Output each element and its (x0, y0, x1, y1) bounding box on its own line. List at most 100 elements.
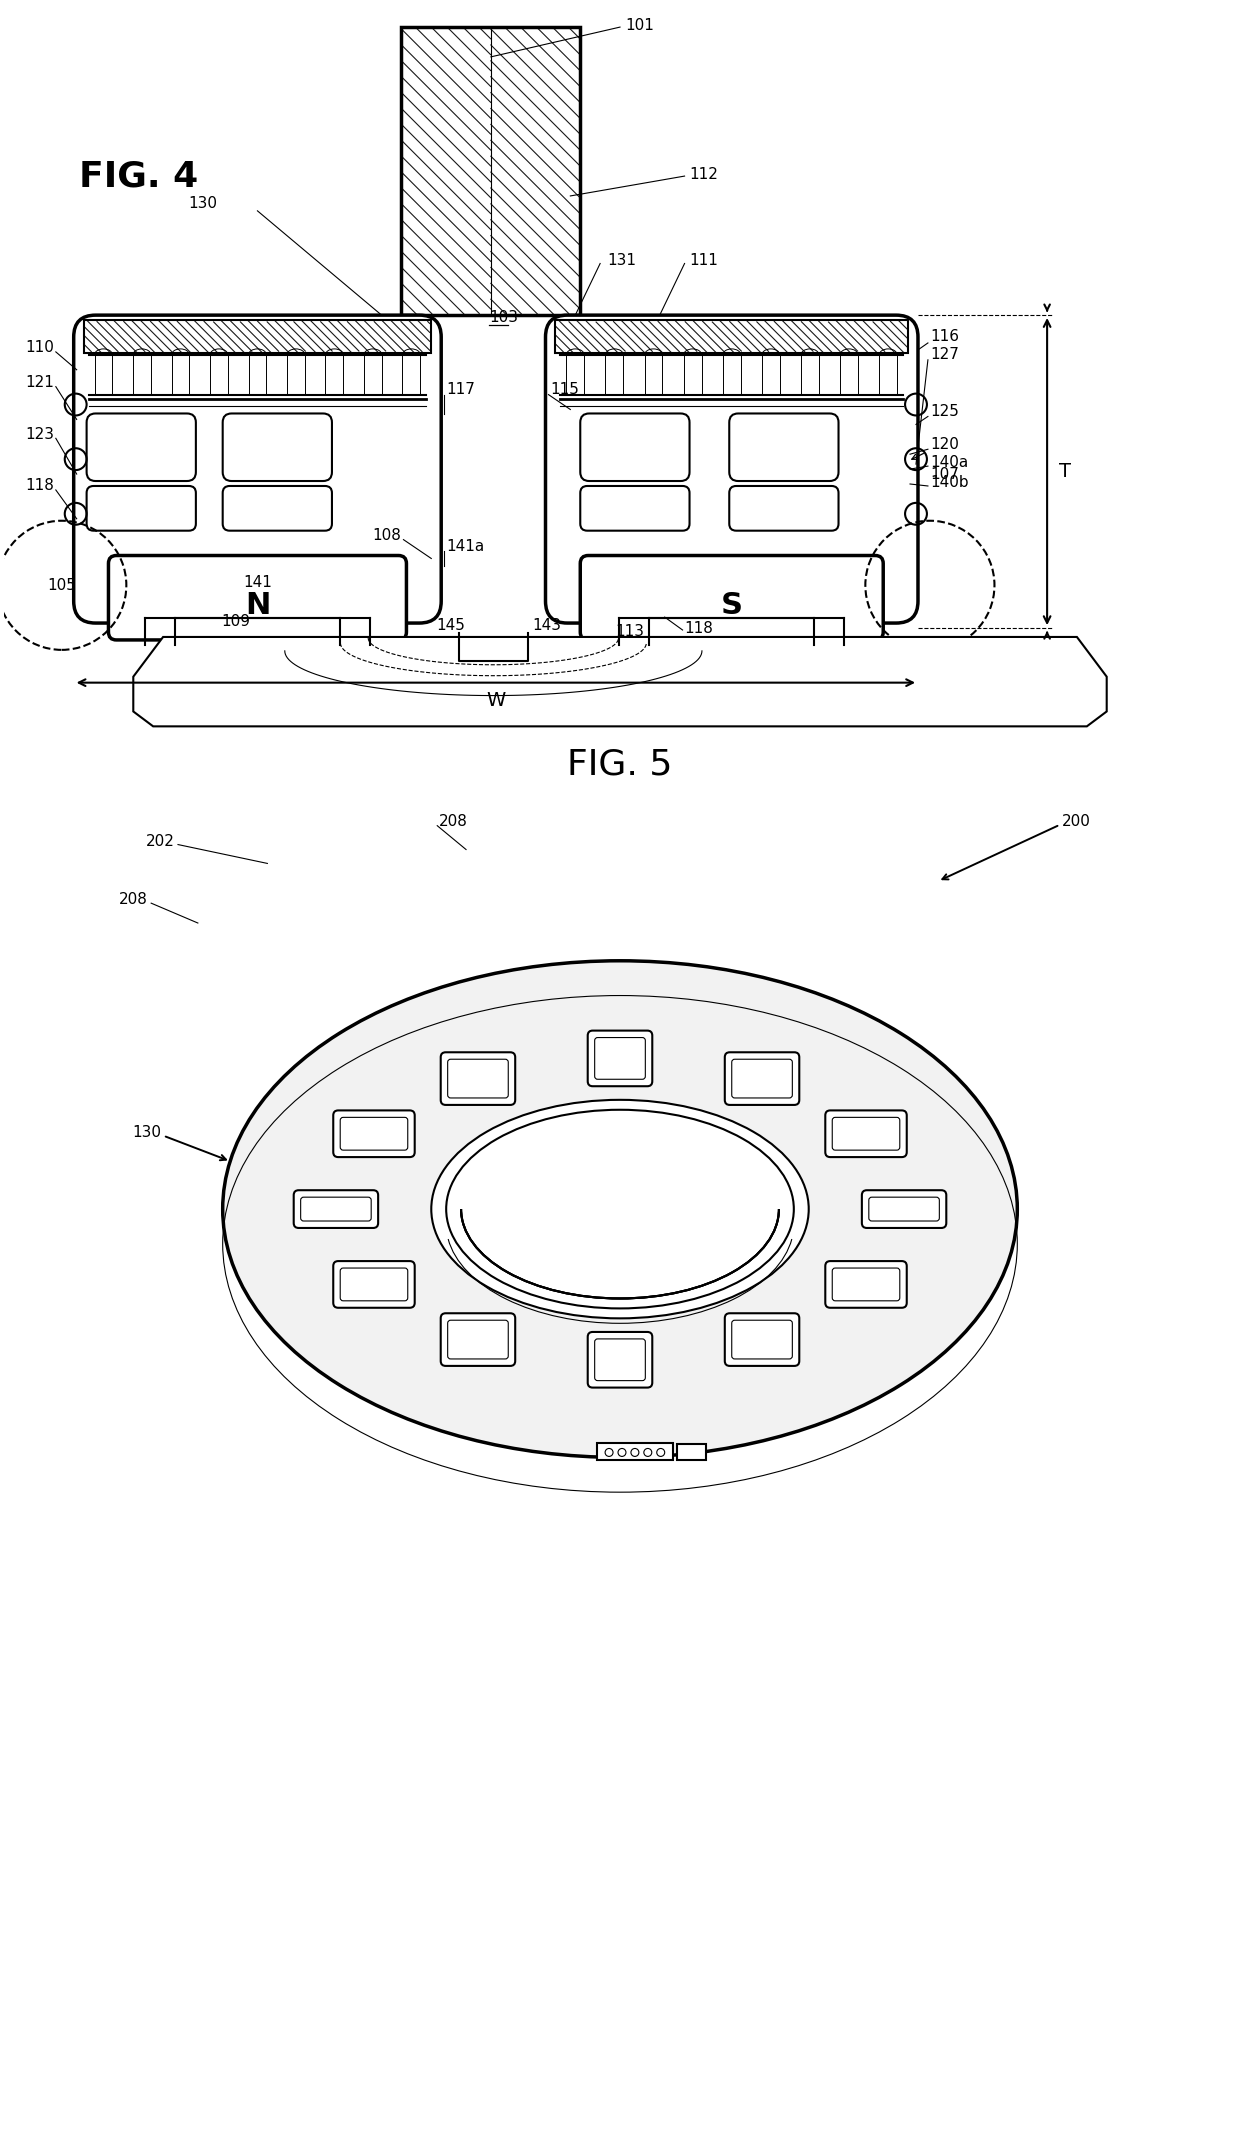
Bar (556, 320, 908, 352)
Text: 130: 130 (133, 1126, 161, 1141)
Text: S: S (720, 591, 743, 621)
Text: 123: 123 (25, 428, 53, 443)
FancyBboxPatch shape (725, 1053, 800, 1105)
Bar (723, 355, 740, 395)
Bar (879, 355, 897, 395)
Text: 120: 120 (930, 436, 959, 451)
FancyBboxPatch shape (448, 1059, 508, 1098)
Text: 131: 131 (608, 254, 636, 269)
Text: 141a: 141a (446, 539, 485, 554)
Bar (171, 355, 190, 395)
FancyBboxPatch shape (440, 1313, 515, 1367)
FancyBboxPatch shape (334, 1261, 414, 1309)
Text: 208: 208 (119, 892, 149, 907)
Text: 110: 110 (25, 340, 53, 355)
Text: 116: 116 (930, 329, 959, 344)
FancyBboxPatch shape (588, 1032, 652, 1085)
Bar (801, 355, 818, 395)
Bar (841, 355, 858, 395)
Text: 108: 108 (372, 529, 402, 544)
FancyBboxPatch shape (73, 316, 441, 623)
Text: 140b: 140b (930, 475, 968, 490)
Circle shape (644, 1448, 652, 1457)
Text: 145: 145 (436, 617, 465, 632)
Bar (645, 355, 662, 395)
Text: 130: 130 (188, 196, 217, 211)
Text: T: T (1059, 462, 1071, 481)
Text: 118: 118 (25, 479, 53, 494)
FancyBboxPatch shape (826, 1111, 906, 1156)
FancyBboxPatch shape (580, 554, 883, 640)
FancyBboxPatch shape (729, 413, 838, 481)
Bar (365, 355, 382, 395)
FancyBboxPatch shape (729, 486, 838, 531)
Bar (761, 355, 780, 395)
Text: 117: 117 (446, 383, 475, 398)
Bar (567, 355, 584, 395)
Text: 202: 202 (146, 834, 175, 849)
Text: 125: 125 (930, 404, 959, 419)
Text: 140a: 140a (930, 456, 968, 471)
Ellipse shape (223, 961, 1017, 1457)
Ellipse shape (446, 1109, 794, 1309)
Ellipse shape (432, 1100, 808, 1317)
Text: 112: 112 (689, 168, 718, 183)
FancyBboxPatch shape (580, 413, 689, 481)
FancyBboxPatch shape (294, 1191, 378, 1227)
Text: 113: 113 (615, 623, 645, 638)
FancyBboxPatch shape (340, 1268, 408, 1300)
FancyBboxPatch shape (580, 486, 689, 531)
FancyBboxPatch shape (832, 1117, 900, 1150)
Text: 115: 115 (551, 383, 579, 398)
Circle shape (657, 1448, 665, 1457)
Circle shape (631, 1448, 639, 1457)
Text: W: W (486, 692, 506, 709)
FancyBboxPatch shape (732, 1319, 792, 1358)
FancyBboxPatch shape (300, 1197, 371, 1221)
Text: FIG. 5: FIG. 5 (568, 748, 672, 780)
FancyBboxPatch shape (223, 486, 332, 531)
Text: 143: 143 (532, 617, 560, 632)
Bar (556, 320, 908, 352)
FancyBboxPatch shape (448, 1319, 508, 1358)
FancyBboxPatch shape (223, 413, 332, 481)
Bar (286, 355, 305, 395)
Bar (677, 1444, 707, 1461)
Text: 121: 121 (25, 376, 53, 391)
Bar (325, 355, 343, 395)
FancyBboxPatch shape (87, 486, 196, 531)
Text: FIG. 4: FIG. 4 (78, 159, 198, 193)
Polygon shape (133, 636, 1107, 726)
Bar (94, 355, 113, 395)
FancyBboxPatch shape (334, 1111, 414, 1156)
Bar (83, 320, 432, 352)
Polygon shape (491, 28, 580, 316)
Text: 101: 101 (625, 17, 653, 32)
FancyBboxPatch shape (725, 1313, 800, 1367)
FancyBboxPatch shape (440, 1053, 515, 1105)
Text: 107: 107 (930, 466, 959, 481)
FancyBboxPatch shape (108, 554, 407, 640)
FancyBboxPatch shape (732, 1059, 792, 1098)
Bar (605, 355, 624, 395)
Text: 141: 141 (243, 576, 272, 591)
FancyBboxPatch shape (869, 1197, 940, 1221)
Text: 109: 109 (221, 615, 250, 628)
Circle shape (618, 1448, 626, 1457)
Text: 105: 105 (47, 578, 76, 593)
Bar (248, 355, 267, 395)
Bar (210, 355, 228, 395)
FancyBboxPatch shape (588, 1332, 652, 1388)
FancyBboxPatch shape (340, 1117, 408, 1150)
Text: 208: 208 (439, 814, 467, 830)
FancyBboxPatch shape (546, 316, 918, 623)
FancyBboxPatch shape (862, 1191, 946, 1227)
Text: 127: 127 (930, 348, 959, 363)
Text: 118: 118 (684, 621, 713, 636)
Bar (683, 355, 702, 395)
Bar (403, 355, 420, 395)
Text: 111: 111 (689, 254, 718, 269)
FancyBboxPatch shape (87, 413, 196, 481)
FancyBboxPatch shape (595, 1339, 645, 1380)
Circle shape (605, 1448, 613, 1457)
